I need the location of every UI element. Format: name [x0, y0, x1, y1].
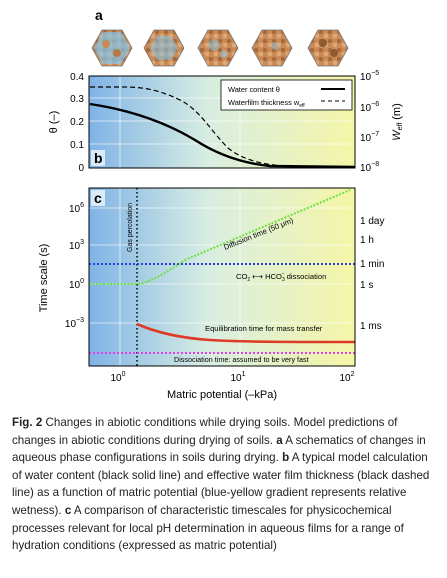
panel-c-plot-area	[89, 188, 355, 366]
b-left-tick: 0.2	[70, 117, 84, 128]
panel-b-legend: Water content θ Waterfilm thickness weff	[220, 79, 353, 111]
caption-a-text: A schematics of changes in aqueous phase…	[12, 433, 426, 465]
c-left-tick: 106	[69, 202, 84, 215]
c-x-tick: 101	[230, 371, 245, 384]
c-right-tick: 1 day	[360, 216, 384, 227]
panel-a-label: a	[95, 7, 103, 23]
caption-b-label: b	[282, 451, 290, 465]
panel-c-label: c	[94, 190, 102, 206]
hexagon-2	[143, 29, 185, 67]
gas-percolation-label: Gas percolation	[127, 203, 134, 252]
panel-c-right-axis: 1 day 1 h 1 min 1 s 1 ms	[360, 216, 384, 332]
weff-axis-label: Weff(m)	[391, 103, 404, 141]
b-right-tick: 10−6	[360, 101, 379, 114]
caption-c-text: A comparison of characteristic timescale…	[12, 503, 404, 553]
matric-potential-axis-label: Matric potential (–kPa)	[167, 389, 277, 401]
dissociation-fast-label: Dissociation time: assumed to be very fa…	[174, 355, 309, 364]
panel-b-frame	[88, 75, 356, 169]
c-right-tick: 1 h	[360, 235, 374, 246]
figure-caption: Fig. 2 Changes in abiotic conditions whi…	[12, 414, 438, 555]
panel-b: Water content θ Waterfilm thickness weff…	[48, 70, 404, 174]
panel-b-label: b	[94, 150, 103, 166]
legend-waterfilm-thickness: Waterfilm thickness weff	[228, 98, 305, 109]
b-left-tick: 0.1	[70, 140, 84, 151]
b-right-tick: 10−7	[360, 131, 379, 144]
hexagon-5	[307, 29, 349, 67]
b-left-tick: 0	[78, 163, 84, 174]
c-x-tick: 102	[339, 371, 354, 384]
time-scale-axis-label: Time scale (s)	[38, 244, 50, 313]
c-left-tick: 100	[69, 278, 84, 291]
caption-c-label: c	[64, 503, 72, 517]
b-right-tick: 10−5	[360, 70, 379, 83]
panel-b-right-axis: 10−5 10−6 10−7 10−8	[360, 70, 379, 174]
co2-dissociation-label: CO2 ⟷ HCO3− dissociation	[236, 271, 326, 283]
figure-2: a	[38, 7, 404, 401]
panel-c-x-axis: 100 101 102	[110, 371, 354, 384]
hexagon-1	[91, 29, 133, 67]
c-x-tick: 100	[110, 371, 125, 384]
theta-axis-label: θ (–)	[48, 111, 60, 134]
panel-b-left-axis: 0.4 0.3 0.2 0.1 0	[70, 72, 84, 174]
c-right-tick: 1 ms	[360, 321, 382, 332]
panel-c-frame	[88, 187, 356, 367]
caption-b-text: A typical model calculation of water con…	[12, 451, 430, 517]
equilibration-label: Equilibration time for mass transfer	[205, 324, 323, 333]
c-right-tick: 1 min	[360, 259, 384, 270]
b-left-tick: 0.3	[70, 94, 84, 105]
c-left-tick: 103	[69, 239, 84, 252]
caption-intro: Changes in abiotic conditions while dryi…	[12, 416, 398, 447]
caption-a-label: a	[276, 433, 283, 447]
hexagon-4	[251, 29, 293, 67]
panel-c-gridlines	[89, 188, 355, 366]
legend-water-content: Water content θ	[228, 85, 280, 94]
waterfilm-thickness-curve	[90, 86, 355, 168]
b-right-tick: 10−8	[360, 161, 379, 174]
caption-fig-label: Fig. 2	[12, 416, 43, 429]
b-left-tick: 0.4	[70, 72, 84, 83]
c-left-tick: 10−3	[65, 317, 84, 330]
hexagon-3	[197, 29, 239, 67]
diffusion-time-curve	[89, 189, 351, 285]
panel-c-left-axis: 106 103 100 10−3	[65, 202, 84, 330]
aqueous-phase-schematics	[91, 29, 349, 67]
equilibration-time-curve	[136, 322, 356, 344]
panel-c: c Gas percolation Diffusion time (50 μm)…	[38, 187, 384, 401]
water-content-curve	[89, 102, 356, 169]
c-right-tick: 1 s	[360, 280, 373, 291]
